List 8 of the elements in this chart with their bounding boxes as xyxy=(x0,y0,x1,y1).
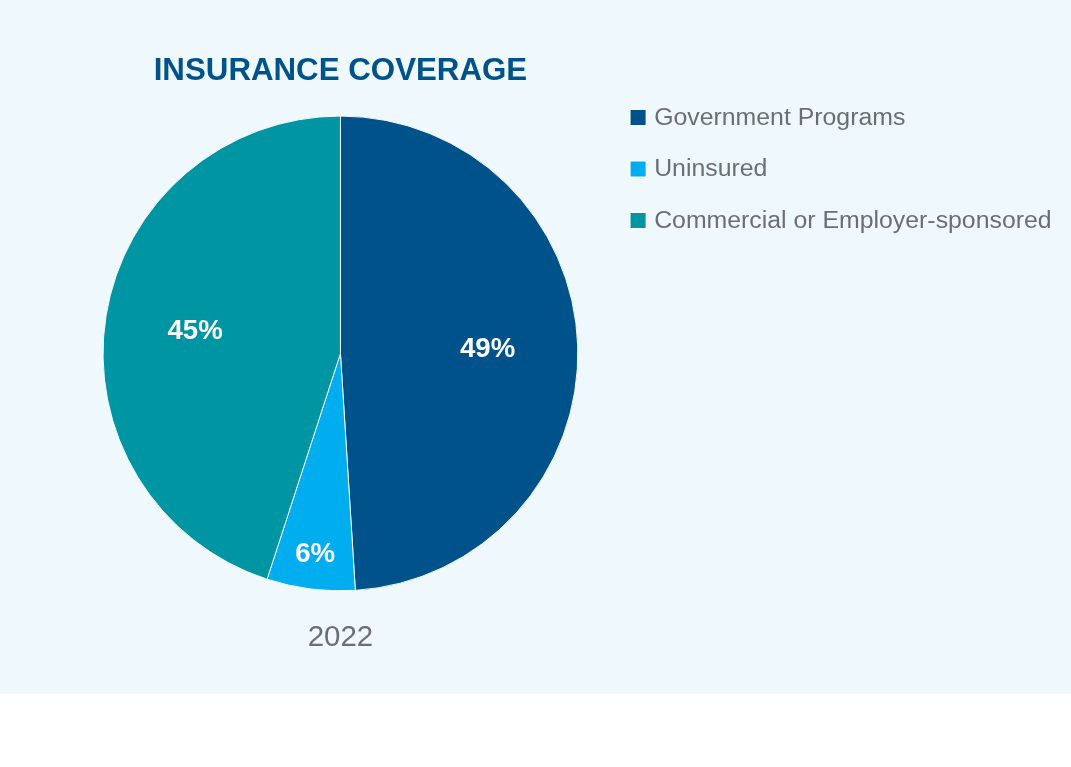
data-label: 49% xyxy=(459,332,516,364)
chart-title: INSURANCE COVERAGE xyxy=(153,52,528,88)
text: 2022 xyxy=(307,619,374,653)
legend-label: Commercial or Employer-sponsored xyxy=(654,205,1052,233)
data-label: 45% xyxy=(167,313,223,345)
legend-label: Uninsured xyxy=(654,154,768,182)
legend-label: Government Programs xyxy=(654,102,906,130)
data-label: 6% xyxy=(295,536,336,568)
